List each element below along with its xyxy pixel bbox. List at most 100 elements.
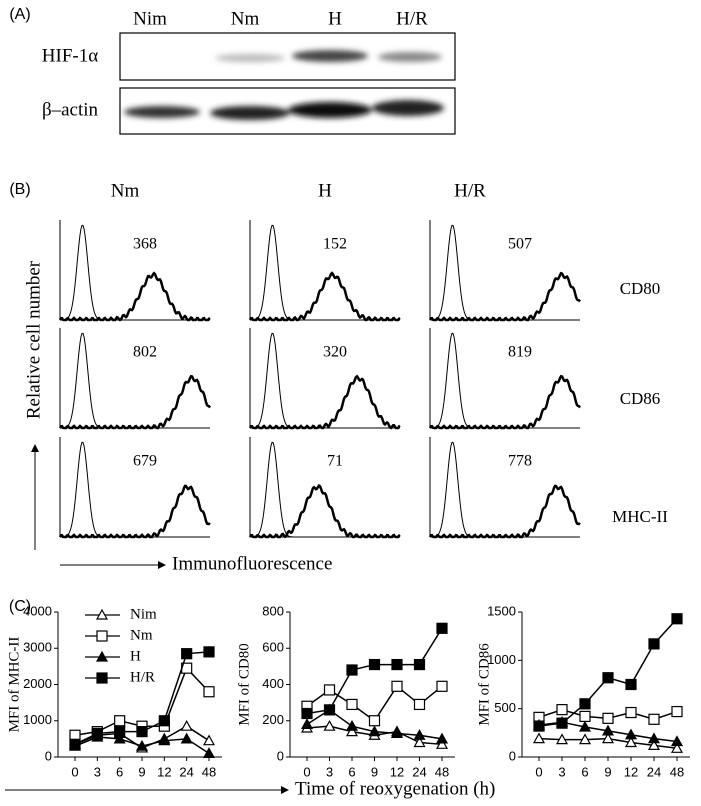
stain-histogram bbox=[248, 271, 401, 322]
column-label: Nm bbox=[111, 180, 140, 201]
mfi-value: 320 bbox=[323, 344, 347, 361]
y-tick-label: 0 bbox=[277, 748, 284, 763]
legend-label: Nm bbox=[130, 627, 153, 643]
control-histogram bbox=[60, 224, 210, 321]
marker bbox=[648, 638, 660, 650]
marker bbox=[413, 658, 426, 671]
marker bbox=[648, 713, 660, 725]
marker bbox=[158, 715, 170, 727]
y-tick-label: 1000 bbox=[23, 712, 52, 727]
marker bbox=[670, 742, 684, 753]
row-label: HIF-1α bbox=[42, 45, 98, 66]
marker bbox=[532, 732, 546, 744]
marker bbox=[203, 686, 215, 698]
mfi-value: 679 bbox=[133, 453, 157, 470]
legend-label: H bbox=[130, 648, 141, 664]
row-label: CD86 bbox=[620, 389, 661, 408]
x-tick-label: 0 bbox=[535, 764, 542, 779]
panel-label: (A) bbox=[9, 6, 30, 23]
row-label: CD80 bbox=[620, 279, 661, 298]
x-tick-label: 0 bbox=[303, 764, 310, 779]
marker bbox=[391, 680, 403, 692]
x-tick-label: 6 bbox=[116, 764, 123, 779]
lane-label: H bbox=[328, 8, 342, 29]
marker bbox=[300, 718, 314, 729]
marker bbox=[202, 747, 216, 758]
x-tick-label: 3 bbox=[94, 764, 101, 779]
marker bbox=[180, 719, 193, 731]
marker bbox=[96, 672, 108, 684]
row-label: β–actin bbox=[42, 99, 99, 120]
legend-label: Nim bbox=[130, 606, 157, 622]
x-tick-label: 24 bbox=[179, 764, 193, 779]
marker bbox=[602, 672, 614, 684]
x-tick-label: 24 bbox=[412, 764, 426, 779]
x-tick-label: 12 bbox=[157, 764, 171, 779]
stain-histogram bbox=[428, 484, 581, 539]
x-tick-label: 3 bbox=[558, 764, 565, 779]
stain-histogram bbox=[248, 374, 401, 430]
panel-label: (C) bbox=[9, 598, 31, 615]
marker bbox=[601, 724, 615, 736]
stain-histogram bbox=[428, 271, 581, 322]
marker bbox=[96, 630, 108, 642]
axis-title: MFI of CD86 bbox=[476, 643, 492, 726]
marker bbox=[95, 608, 109, 620]
marker bbox=[368, 715, 381, 727]
control-histogram bbox=[250, 224, 400, 321]
marker bbox=[413, 698, 426, 711]
x-tick-label: 48 bbox=[202, 764, 216, 779]
x-tick-label: 3 bbox=[326, 764, 333, 779]
x-tick-label: 6 bbox=[348, 764, 355, 779]
marker bbox=[69, 738, 81, 750]
marker bbox=[671, 613, 683, 625]
x-tick-label: 0 bbox=[71, 764, 78, 779]
marker bbox=[647, 739, 661, 750]
marker bbox=[181, 648, 193, 660]
marker bbox=[114, 726, 126, 738]
x-tick-label: 24 bbox=[647, 764, 661, 779]
y-tick-label: 4000 bbox=[23, 603, 52, 618]
blot-bands bbox=[124, 50, 444, 120]
marker bbox=[136, 726, 148, 738]
marker bbox=[579, 698, 591, 710]
x-tick-label: 9 bbox=[371, 764, 378, 779]
row-label: MHC-II bbox=[612, 507, 668, 526]
axis-title: Relative cell number bbox=[23, 260, 44, 419]
marker bbox=[390, 727, 404, 739]
y-tick-label: 400 bbox=[262, 676, 284, 691]
y-tick-label: 1500 bbox=[487, 603, 516, 618]
marker bbox=[625, 706, 637, 719]
legend-label: H/R bbox=[130, 669, 155, 685]
marker bbox=[368, 725, 381, 737]
marker bbox=[346, 698, 358, 711]
marker bbox=[624, 728, 638, 740]
y-tick-label: 0 bbox=[45, 748, 52, 763]
axis-title: MFI of MHC-II bbox=[6, 637, 22, 733]
control-histogram bbox=[250, 441, 400, 538]
column-label: H bbox=[318, 180, 332, 201]
marker bbox=[413, 736, 426, 748]
marker bbox=[95, 650, 109, 662]
marker bbox=[91, 727, 103, 740]
lane-label: H/R bbox=[396, 8, 428, 29]
control-histogram bbox=[250, 332, 400, 429]
marker bbox=[203, 646, 215, 658]
stain-histogram bbox=[428, 374, 582, 430]
marker bbox=[323, 719, 336, 731]
marker bbox=[368, 658, 381, 671]
x-tick-label: 9 bbox=[138, 764, 145, 779]
x-tick-label: 48 bbox=[670, 764, 684, 779]
marker bbox=[436, 622, 448, 634]
marker bbox=[533, 720, 545, 732]
y-tick-label: 600 bbox=[262, 640, 284, 655]
marker bbox=[578, 720, 592, 732]
stain-histogram bbox=[58, 374, 212, 430]
y-tick-label: 500 bbox=[494, 700, 516, 715]
x-tick-label: 12 bbox=[624, 764, 638, 779]
stain-histogram bbox=[58, 484, 211, 539]
y-tick-label: 200 bbox=[262, 712, 284, 727]
column-label: H/R bbox=[454, 180, 486, 201]
marker bbox=[323, 704, 336, 716]
